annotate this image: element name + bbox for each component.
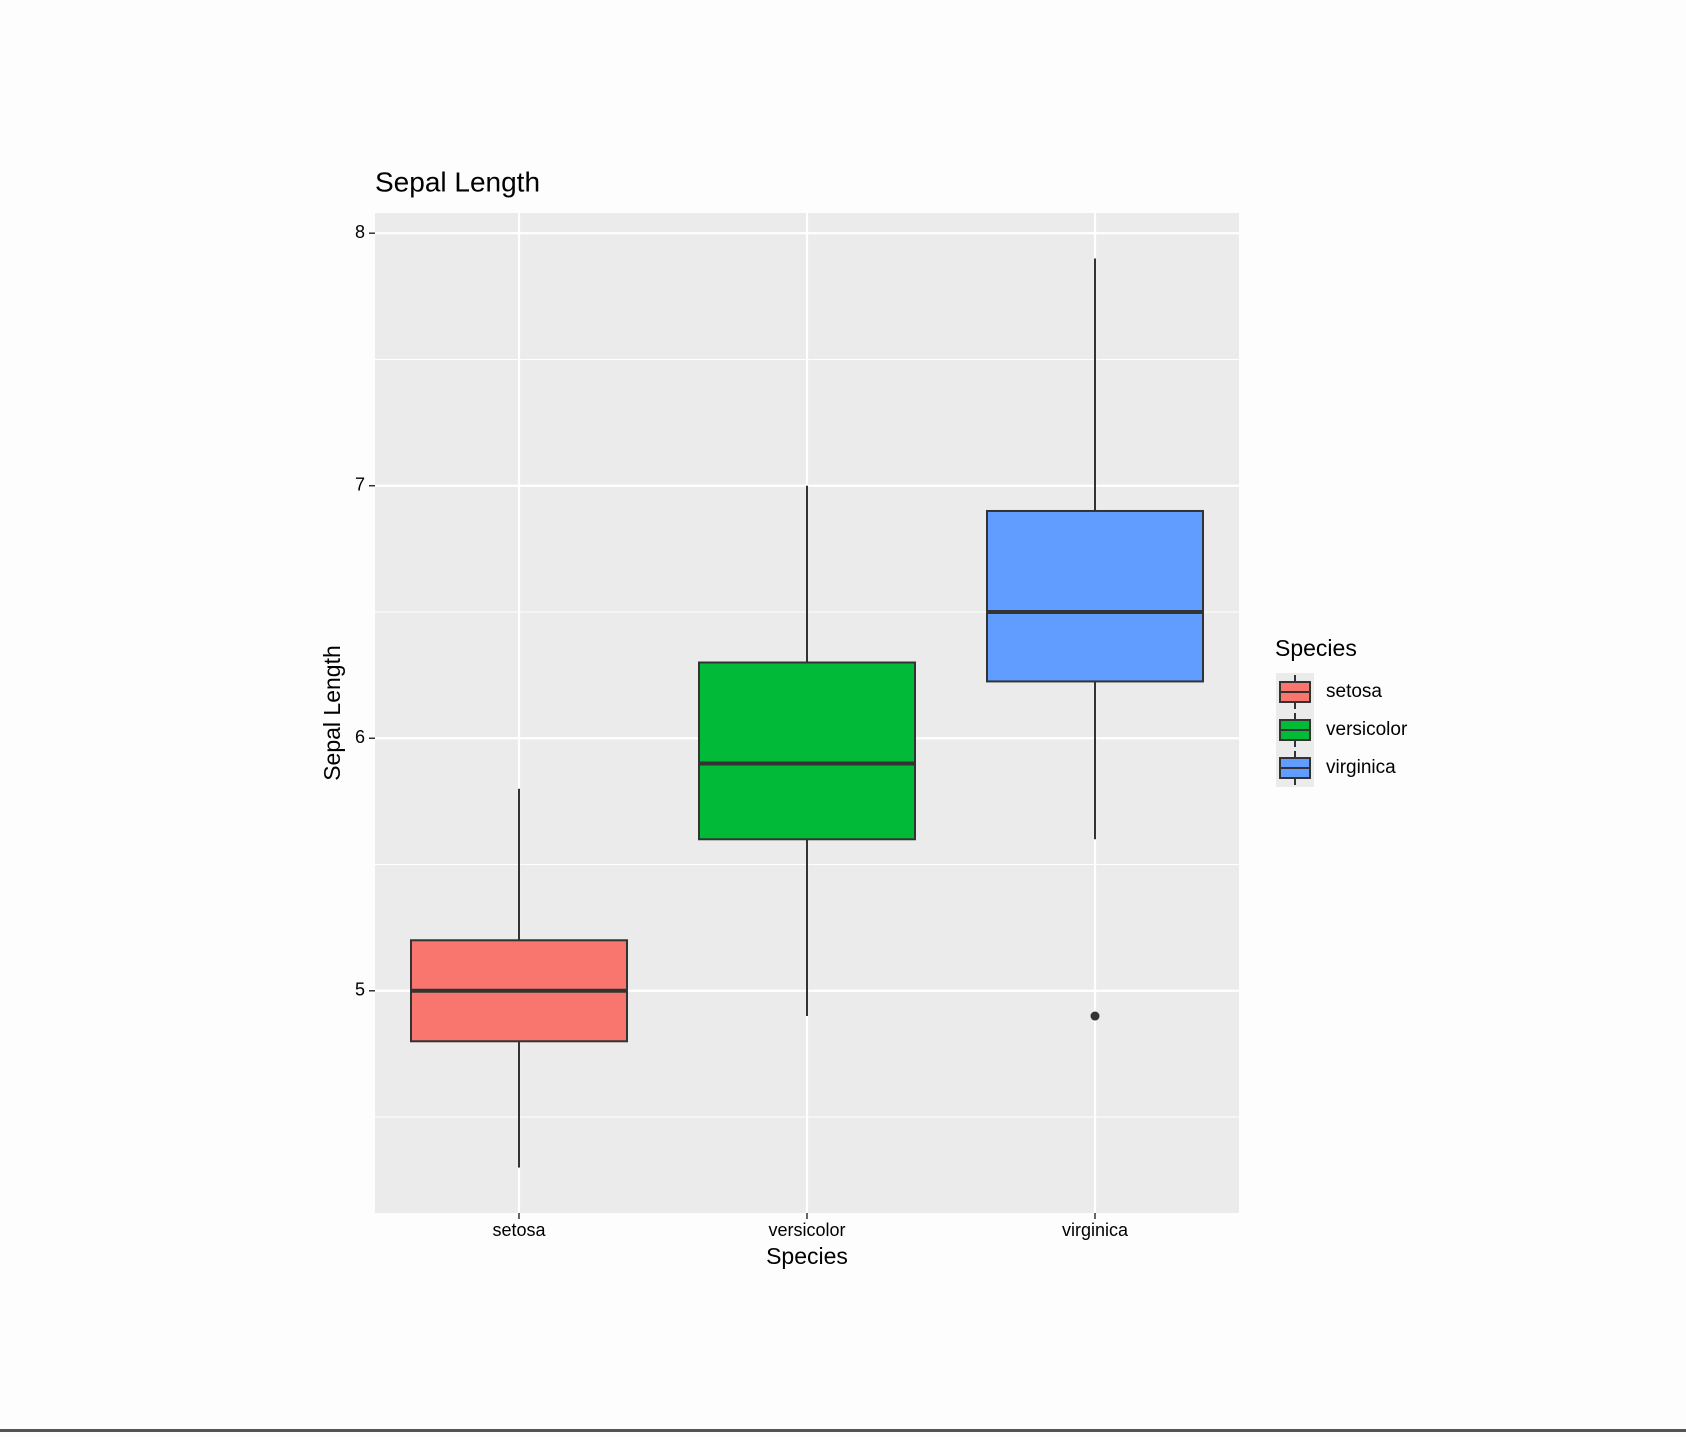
legend-label: setosa [1326, 681, 1382, 702]
x-tick-label: setosa [492, 1220, 546, 1240]
y-tick-label: 7 [355, 474, 365, 494]
box [986, 509, 1204, 683]
legend-label: virginica [1326, 757, 1396, 778]
legend-label: versicolor [1326, 719, 1408, 740]
y-tick-label: 6 [355, 727, 365, 747]
x-axis-title: Species [766, 1243, 848, 1269]
legend-title: Species [1275, 635, 1357, 661]
window-edge [0, 1429, 1686, 1432]
y-tick-label: 5 [355, 980, 365, 1000]
y-axis-title: Sepal Length [319, 645, 345, 781]
box [698, 661, 916, 841]
outlier [1090, 1011, 1100, 1021]
y-tick-label: 8 [355, 222, 365, 242]
x-tick-label: versicolor [768, 1220, 845, 1240]
chart-title: Sepal Length [375, 166, 540, 197]
x-tick-label: virginica [1062, 1220, 1129, 1240]
